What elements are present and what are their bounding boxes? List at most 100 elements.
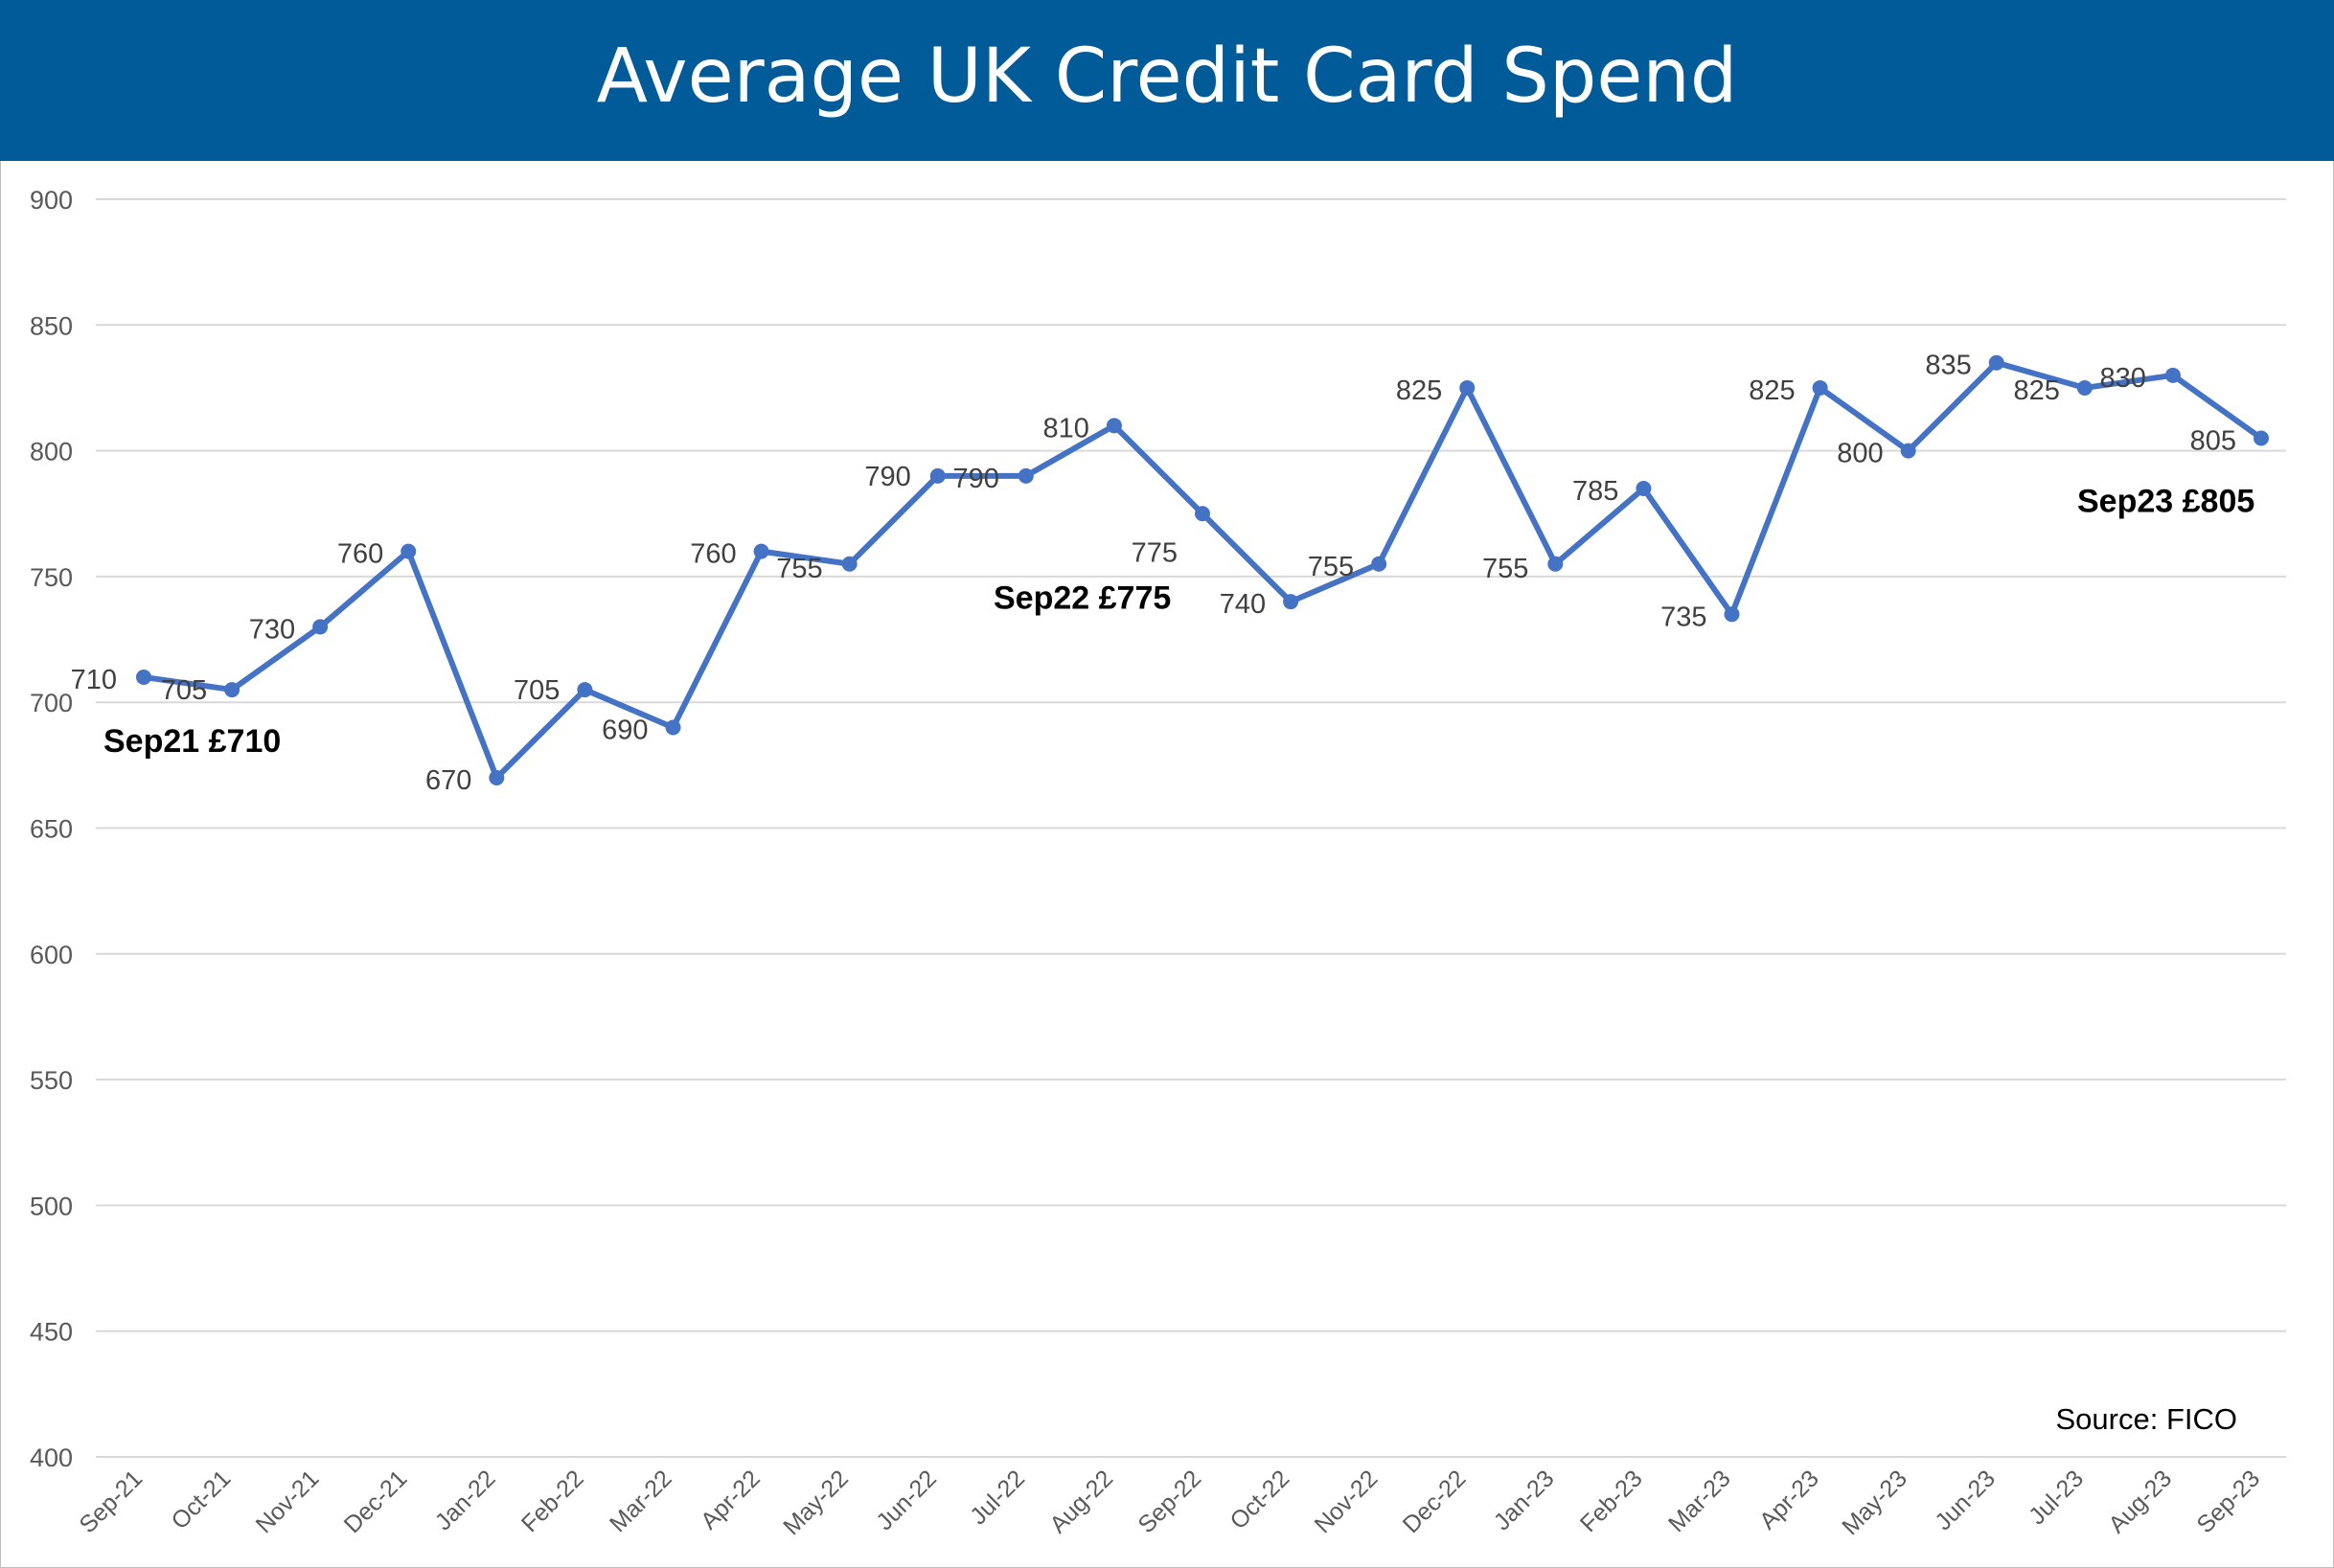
data-label: 710 xyxy=(71,665,117,695)
data-point xyxy=(1106,418,1122,434)
x-tick-label: Dec-22 xyxy=(1398,1465,1472,1538)
y-tick-label: 450 xyxy=(30,1318,73,1347)
data-point xyxy=(1371,556,1387,572)
x-tick-label: Mar-22 xyxy=(605,1465,677,1537)
data-label: 800 xyxy=(1837,439,1883,469)
x-tick-label: Sep-21 xyxy=(74,1465,148,1538)
x-tick-label: Dec-21 xyxy=(339,1465,413,1538)
data-point xyxy=(1724,606,1740,623)
chart-title: Average UK Credit Card Spend xyxy=(596,34,1738,120)
data-point xyxy=(577,682,593,698)
data-label: 740 xyxy=(1220,589,1266,620)
y-tick-label: 400 xyxy=(30,1443,73,1472)
data-point xyxy=(841,556,858,572)
x-axis-ticks: Sep-21 Oct-21 Nov-21 Dec-21 Jan-22 Feb-22 Mar-… xyxy=(74,1465,2265,1540)
data-label: 830 xyxy=(2100,363,2146,394)
data-label: 735 xyxy=(1660,602,1706,632)
data-label: 825 xyxy=(1749,375,1795,406)
data-point xyxy=(400,543,417,559)
y-tick-label: 700 xyxy=(30,689,73,717)
x-tick-label: Apr-23 xyxy=(1754,1465,1824,1534)
title-bar xyxy=(0,0,2334,161)
data-label: 730 xyxy=(249,614,295,645)
x-tick-label: Feb-22 xyxy=(516,1465,589,1537)
y-tick-label: 900 xyxy=(30,186,73,215)
x-tick-label: Mar-23 xyxy=(1663,1465,1736,1537)
x-tick-label: Nov-22 xyxy=(1310,1465,1384,1538)
data-point xyxy=(1988,354,2004,371)
data-label: 810 xyxy=(1043,413,1089,443)
data-label: 825 xyxy=(1396,375,1442,406)
data-point xyxy=(1900,443,1916,459)
series-line xyxy=(143,359,2263,781)
x-tick-label: Jan-23 xyxy=(1489,1465,1560,1535)
y-tick-label: 650 xyxy=(30,815,73,844)
y-axis-ticks: 400 450 500 550 600 650 700 750 800 850 900 xyxy=(30,186,73,1472)
data-label: 755 xyxy=(1308,552,1354,582)
data-label: 790 xyxy=(864,462,910,492)
data-label: 760 xyxy=(337,539,383,570)
x-tick-label: Oct-21 xyxy=(166,1465,236,1534)
data-label: 790 xyxy=(952,464,998,494)
y-tick-label: 800 xyxy=(30,438,73,466)
x-tick-label: Oct-22 xyxy=(1224,1465,1294,1534)
y-tick-label: 750 xyxy=(30,563,73,592)
data-point xyxy=(489,769,505,785)
y-tick-label: 850 xyxy=(30,311,73,340)
data-point xyxy=(1283,594,1299,610)
data-label: 755 xyxy=(1482,554,1528,584)
data-label: 690 xyxy=(602,715,648,745)
data-point xyxy=(753,543,769,559)
callouts: Sep21 £710 Sep22 £775 Sep23 £805 xyxy=(103,483,2254,759)
x-tick-label: Jun-23 xyxy=(1930,1465,2001,1535)
x-tick-label: Jan-22 xyxy=(430,1465,501,1535)
x-tick-label: Sep-23 xyxy=(2191,1465,2265,1538)
x-tick-label: Jul-22 xyxy=(965,1465,1030,1530)
data-point xyxy=(2076,379,2093,396)
callout-label: Sep22 £775 xyxy=(994,579,1171,616)
y-tick-label: 500 xyxy=(30,1192,73,1220)
data-point xyxy=(665,719,681,736)
data-label: 835 xyxy=(1925,351,1971,381)
data-point xyxy=(2254,430,2269,446)
data-point xyxy=(1018,467,1034,484)
x-tick-label: Aug-23 xyxy=(2103,1465,2177,1538)
data-label: 760 xyxy=(690,539,736,570)
x-tick-label: Jun-22 xyxy=(871,1465,942,1535)
data-label: 805 xyxy=(2190,425,2236,456)
data-point xyxy=(136,669,151,685)
x-tick-label: Sep-22 xyxy=(1133,1465,1206,1538)
y-tick-label: 550 xyxy=(30,1066,73,1095)
data-label: 785 xyxy=(1572,476,1618,507)
data-point xyxy=(2164,367,2181,383)
x-tick-label: Feb-23 xyxy=(1575,1465,1648,1537)
data-point xyxy=(1547,556,1564,572)
data-label: 705 xyxy=(161,675,207,706)
x-tick-label: Apr-22 xyxy=(696,1465,766,1534)
callout-label: Sep23 £805 xyxy=(2077,483,2254,519)
x-tick-label: Jul-23 xyxy=(2024,1465,2089,1530)
x-tick-label: Aug-22 xyxy=(1044,1465,1118,1538)
data-point xyxy=(312,619,329,635)
x-tick-label: May-22 xyxy=(778,1465,854,1540)
data-point xyxy=(1636,480,1652,496)
data-point xyxy=(224,682,240,698)
gridlines xyxy=(96,198,2286,1458)
x-tick-label: Nov-21 xyxy=(251,1465,325,1538)
y-tick-label: 600 xyxy=(30,941,73,969)
x-tick-label: May-23 xyxy=(1837,1465,1912,1540)
data-label: 825 xyxy=(2013,375,2059,406)
data-label: 670 xyxy=(425,765,471,796)
data-label: 705 xyxy=(514,675,560,706)
data-labels: 710 705 730 760 670 705 690 760 755 790 790 810 775 7… xyxy=(71,351,2236,796)
data-point xyxy=(1459,379,1476,396)
series xyxy=(136,354,2269,785)
source-note: Source: FICO xyxy=(2056,1402,2238,1436)
data-point xyxy=(929,467,946,484)
callout-label: Sep21 £710 xyxy=(103,723,281,760)
data-point xyxy=(1195,506,1210,522)
data-label: 775 xyxy=(1132,537,1178,568)
data-point xyxy=(1812,379,1828,396)
